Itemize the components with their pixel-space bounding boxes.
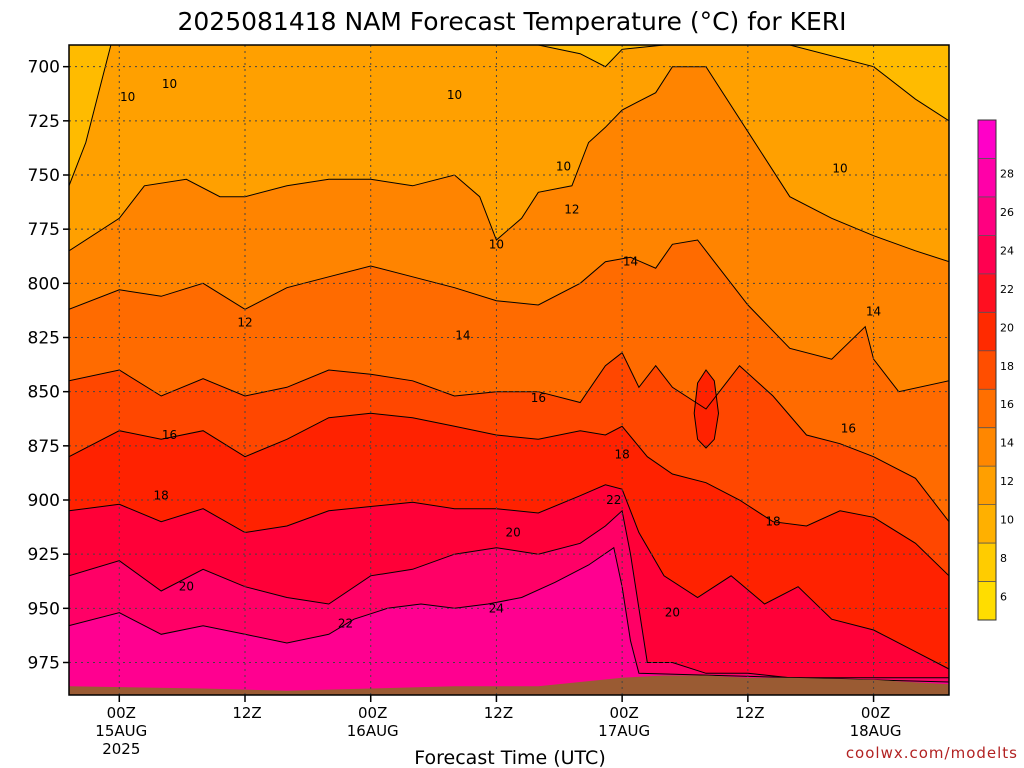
contour-line-24	[69, 546, 949, 683]
x-tick-label: 00Z	[107, 704, 136, 722]
temperature-bands	[69, 45, 949, 695]
x-axis-label: Forecast Time (UTC)	[414, 747, 605, 768]
plot-area: 10 10 10 10 10 10 12 12 14 14 14 16 16 16 18 18 18 20 20 20…	[69, 45, 949, 695]
y-tick-label: 825	[28, 329, 60, 349]
grid-lines	[69, 45, 949, 695]
colorbar-frame	[977, 119, 997, 621]
contour-label: 10	[162, 77, 177, 91]
contour-label: 10	[556, 159, 571, 173]
contour-label: 20	[665, 606, 680, 620]
x-tick-label: 18AUG	[850, 722, 902, 740]
colorbar-swatch	[978, 427, 996, 467]
colorbar-tick-label: 14	[1000, 437, 1014, 450]
contour-label: 24	[489, 601, 504, 615]
contour-label: 20	[179, 580, 194, 594]
colorbar-tick-label: 20	[1000, 321, 1014, 334]
y-tick-label: 925	[28, 545, 60, 565]
contour-line-18	[69, 412, 949, 577]
y-tick-label: 750	[28, 166, 60, 186]
colorbar-swatch	[978, 158, 996, 198]
colorbar: 6 8 10 12 14 16 18 20 22 24 26 28	[977, 119, 1014, 621]
contour-line-16	[69, 351, 949, 523]
colorbar-tick-label: 22	[1000, 283, 1014, 296]
colorbar-tick-label: 16	[1000, 398, 1014, 411]
colorbar-tick-label: 18	[1000, 360, 1014, 373]
contour-label: 16	[162, 428, 177, 442]
colorbar-swatch	[978, 273, 996, 313]
contour-label: 10	[832, 162, 847, 176]
colorbar-swatch	[978, 120, 996, 159]
contour-line-10	[69, 45, 949, 186]
contour-label: 14	[623, 255, 638, 269]
colorbar-tick-label: 26	[1000, 206, 1014, 219]
contour-label: 18	[154, 489, 169, 503]
y-tick-label: 725	[28, 112, 60, 132]
contour-label: 22	[606, 493, 621, 507]
x-tick-label: 12Z	[484, 704, 513, 722]
x-tick-label: 00Z	[861, 704, 890, 722]
contour-labels: 10 10 10 10 10 10 12 12 14 14 14 16 16 16 18 18 18 20 20 20…	[120, 77, 881, 631]
colorbar-swatch	[978, 466, 996, 506]
band-above-24	[69, 547, 949, 695]
colorbar-tick-label: 10	[1000, 514, 1014, 527]
y-tick-label: 775	[28, 220, 60, 240]
colorbar-swatch	[978, 196, 996, 236]
x-tick-label: 2025	[102, 740, 140, 758]
chart-title: 2025081418 NAM Forecast Temperature (°C)…	[177, 7, 846, 36]
contour-label: 12	[564, 203, 579, 217]
x-tick-label: 12Z	[232, 704, 261, 722]
y-tick-label: 950	[28, 599, 60, 619]
colorbar-swatch	[978, 581, 996, 621]
contour-label: 10	[120, 90, 135, 104]
credit-text: coolwx.com/modelts	[846, 744, 1018, 762]
colorbar-tick-label: 24	[1000, 244, 1014, 257]
y-tick-label: 875	[28, 437, 60, 457]
contour-label: 14	[866, 305, 881, 319]
colorbar-swatch	[978, 235, 996, 275]
colorbar-swatch	[978, 543, 996, 583]
ground-fill	[69, 675, 949, 695]
contour-label: 16	[531, 391, 546, 405]
contour-label: 12	[237, 315, 252, 329]
colorbar-swatch	[978, 350, 996, 390]
contour-line-12	[69, 66, 949, 263]
x-tick-label: 17AUG	[598, 722, 650, 740]
colorbar-tick-label: 28	[1000, 167, 1014, 180]
colorbar-swatch	[978, 312, 996, 352]
contour-label: 16	[841, 422, 856, 436]
contour-label: 22	[338, 617, 353, 631]
colorbar-swatch	[978, 504, 996, 544]
x-tick-label: 00Z	[609, 704, 638, 722]
y-tick-label: 900	[28, 491, 60, 511]
x-tick-label: 12Z	[735, 704, 764, 722]
contour-line-14	[69, 239, 949, 393]
contour-label: 10	[447, 88, 462, 102]
y-axis: 700 725 750 775 800 825 850 875 900 925 950 975	[28, 58, 69, 674]
y-tick-label: 975	[28, 654, 60, 674]
colorbar-tick-label: 12	[1000, 475, 1014, 488]
plot-frame	[68, 44, 950, 696]
colorbar-swatch	[978, 389, 996, 429]
contour-label: 14	[455, 328, 470, 342]
y-tick-label: 800	[28, 274, 60, 294]
y-tick-label: 850	[28, 383, 60, 403]
contour-label: 20	[506, 526, 521, 540]
x-tick-label: 00Z	[358, 704, 387, 722]
colorbar-tick-label: 8	[1000, 552, 1007, 565]
colorbar-tick-label: 6	[1000, 591, 1007, 604]
contour-label: 18	[765, 515, 780, 529]
ground-surface	[69, 675, 949, 695]
x-tick-label: 15AUG	[95, 722, 147, 740]
contour-label: 10	[489, 237, 504, 251]
y-tick-label: 700	[28, 58, 60, 78]
contour-label: 18	[615, 448, 630, 462]
x-tick-label: 16AUG	[347, 722, 399, 740]
